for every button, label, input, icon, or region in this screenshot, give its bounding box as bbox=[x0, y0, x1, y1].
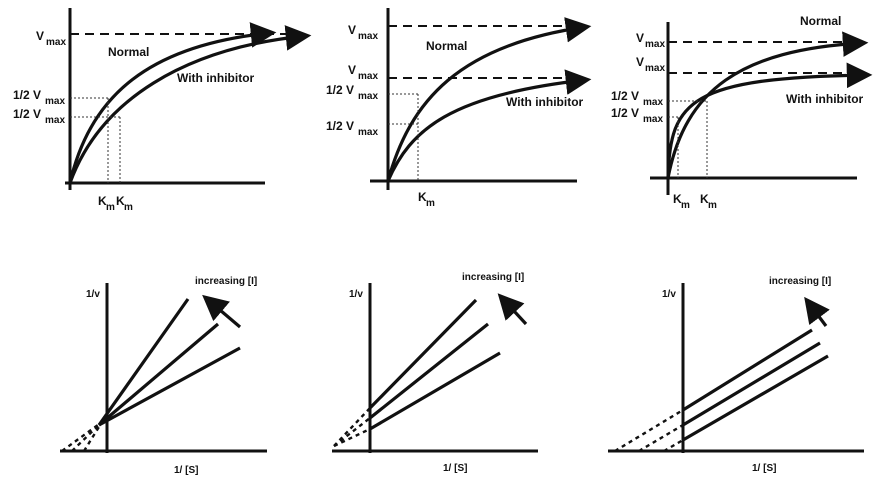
normal-curve bbox=[68, 22, 277, 185]
svg-text:m: m bbox=[426, 198, 435, 209]
km-label: K bbox=[418, 190, 427, 204]
lineweaver-line bbox=[682, 328, 813, 412]
lineweaver-line bbox=[369, 351, 501, 431]
vmax-label: V bbox=[636, 31, 644, 45]
svg-text:max: max bbox=[45, 115, 65, 126]
normal-label: Normal bbox=[108, 45, 149, 59]
svg-text:max: max bbox=[45, 96, 65, 107]
extrapolation-line bbox=[614, 408, 684, 453]
extrapolation-line bbox=[333, 407, 371, 447]
svg-text:max: max bbox=[358, 31, 378, 42]
half-vmax-label: 1/2 V bbox=[611, 89, 639, 103]
lineweaver-line bbox=[682, 354, 829, 442]
y-axis-label: 1/v bbox=[349, 289, 363, 300]
svg-text:max: max bbox=[645, 63, 665, 74]
y-axis-label: 1/v bbox=[662, 289, 676, 300]
normal-curve bbox=[386, 17, 592, 183]
lineweaver-line bbox=[369, 322, 489, 420]
increasing-label: increasing [I] bbox=[769, 276, 831, 287]
increasing-arrow bbox=[202, 294, 242, 329]
normal-label: Normal bbox=[800, 14, 841, 28]
svg-text:max: max bbox=[358, 127, 378, 138]
normal-curve bbox=[666, 31, 869, 180]
increasing-label: increasing [I] bbox=[195, 276, 257, 287]
inhibitor-label: With inhibitor bbox=[506, 95, 584, 109]
km-label: K bbox=[673, 192, 682, 206]
increasing-arrow bbox=[804, 296, 830, 327]
extrapolation-line bbox=[333, 427, 371, 448]
x-axis-label: 1/ [S] bbox=[443, 463, 467, 474]
svg-text:m: m bbox=[124, 202, 133, 213]
normal-label: Normal bbox=[426, 39, 467, 53]
inhibitor-label: With inhibitor bbox=[786, 92, 864, 106]
bottom-panel-2: 1/v 1/ [S] increasing [I] bbox=[332, 272, 538, 474]
vmax-inhibited-label: V bbox=[636, 55, 644, 69]
vmax-inhibited-label: V bbox=[348, 63, 356, 77]
inhibitor-label: With inhibitor bbox=[177, 71, 255, 85]
km-label: K bbox=[116, 194, 125, 208]
svg-text:m: m bbox=[681, 200, 690, 211]
lineweaver-line bbox=[97, 322, 220, 427]
top-panel-2: V max V max 1/2 V max 1/2 V max K m Norm… bbox=[326, 8, 592, 209]
top-panel-1: V max 1/2 V max 1/2 V max K m K m Normal… bbox=[13, 8, 312, 213]
svg-text:max: max bbox=[643, 114, 663, 125]
svg-text:m: m bbox=[106, 202, 115, 213]
lineweaver-line bbox=[368, 298, 478, 410]
inhibitor-curve bbox=[68, 25, 312, 185]
svg-text:max: max bbox=[358, 91, 378, 102]
extrapolation-line bbox=[663, 438, 684, 453]
half-vmax-label: 1/2 V bbox=[13, 107, 41, 121]
vmax-label: V bbox=[36, 29, 44, 43]
half-vmax-label: 1/2 V bbox=[611, 106, 639, 120]
x-axis-label: 1/ [S] bbox=[174, 465, 198, 476]
extrapolation-line bbox=[82, 421, 104, 452]
extrapolation-line bbox=[638, 423, 684, 453]
x-axis-label: 1/ [S] bbox=[752, 463, 776, 474]
bottom-panel-1: 1/v 1/ [S] increasing [I] bbox=[60, 276, 267, 476]
svg-text:max: max bbox=[645, 39, 665, 50]
extrapolation-line bbox=[71, 421, 103, 452]
bottom-panel-3: 1/v 1/ [S] increasing [I] bbox=[608, 276, 864, 474]
lineweaver-line bbox=[98, 346, 241, 427]
y-axis-label: 1/v bbox=[86, 289, 100, 300]
inhibitor-curve bbox=[386, 69, 592, 183]
increasing-arrow bbox=[497, 293, 528, 326]
km-label: K bbox=[98, 194, 107, 208]
lineweaver-line bbox=[682, 341, 821, 427]
half-vmax-label: 1/2 V bbox=[326, 119, 354, 133]
half-vmax-label: 1/2 V bbox=[326, 83, 354, 97]
svg-text:max: max bbox=[643, 97, 663, 108]
km-label: K bbox=[700, 192, 709, 206]
vmax-label: V bbox=[348, 23, 356, 37]
svg-text:max: max bbox=[358, 71, 378, 82]
increasing-label: increasing [I] bbox=[462, 272, 524, 283]
inhibitor-curve bbox=[666, 62, 873, 180]
svg-text:max: max bbox=[46, 37, 66, 48]
lineweaver-line bbox=[97, 298, 190, 426]
svg-text:m: m bbox=[708, 200, 717, 211]
top-panel-3: V max V max 1/2 V max 1/2 V max K m K m … bbox=[611, 14, 873, 211]
half-vmax-label: 1/2 V bbox=[13, 88, 41, 102]
